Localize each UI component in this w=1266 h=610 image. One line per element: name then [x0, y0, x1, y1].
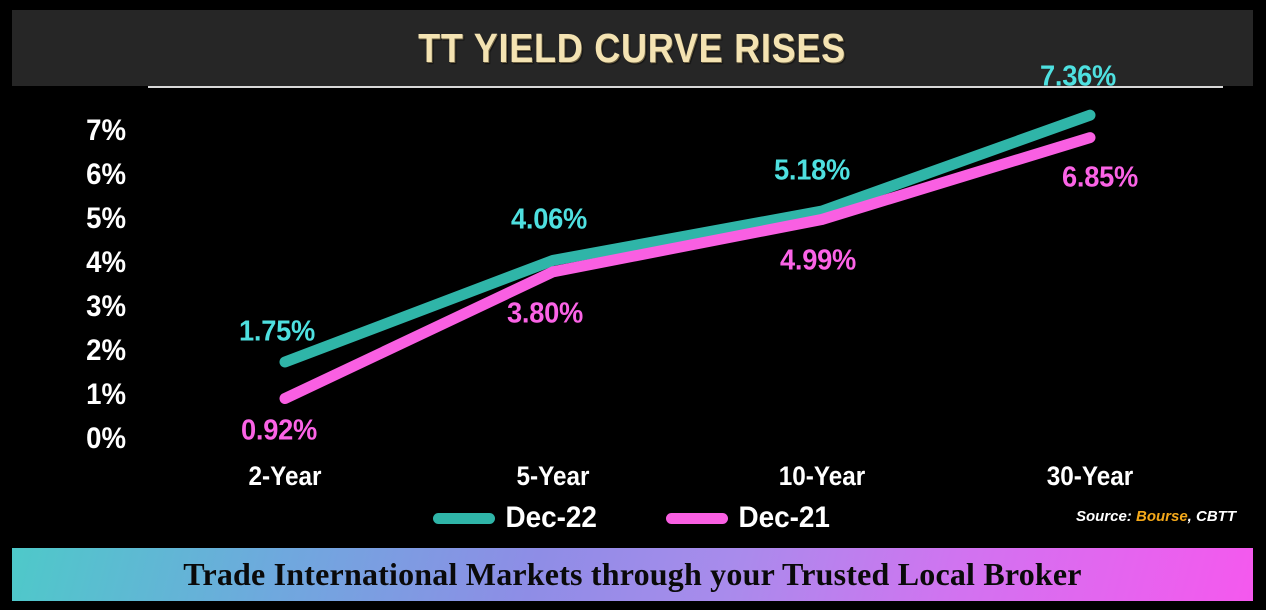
legend-item-dec-21[interactable]: Dec-21 [666, 501, 833, 535]
page-title: TT YIELD CURVE RISES [418, 24, 847, 71]
promo-banner-text: Trade International Markets through your… [183, 556, 1082, 592]
data-label: 3.80% [507, 297, 583, 330]
series-line-dec-21 [279, 132, 1096, 405]
promo-banner: Trade International Markets through your… [12, 548, 1253, 601]
legend-item-dec-22[interactable]: Dec-22 [432, 501, 600, 535]
data-label: 4.99% [780, 244, 856, 277]
y-axis-tick: 5% [86, 202, 126, 235]
series-line-dec-22 [279, 109, 1096, 368]
title-banner: TT YIELD CURVE RISES [12, 10, 1253, 86]
legend-label: Dec-21 [738, 501, 830, 534]
x-axis-tick: 10-Year [778, 461, 866, 491]
series-lines [279, 109, 1096, 405]
x-axis-tick: 5-Year [516, 461, 590, 491]
legend-label: Dec-22 [505, 501, 597, 534]
y-axis-tick: 4% [86, 246, 126, 279]
y-axis-tick: 1% [86, 378, 126, 411]
data-label: 1.75% [239, 315, 315, 348]
x-axis-tick: 30-Year [1046, 461, 1134, 491]
y-axis-tick: 7% [86, 114, 126, 147]
x-axis-tick: 2-Year [248, 461, 322, 491]
legend-swatch-icon [432, 512, 495, 524]
y-axis-tick: 2% [86, 334, 126, 367]
x-axis-line [148, 86, 1223, 88]
data-label: 6.85% [1062, 161, 1138, 194]
source-suffix: , CBTT [1187, 508, 1236, 525]
chart-legend: Dec-22 Dec-21 [0, 498, 1266, 538]
source-note: Source: Bourse, CBTT [1076, 508, 1236, 525]
data-label: 5.18% [774, 154, 850, 187]
source-highlight: Bourse [1135, 508, 1188, 525]
y-axis-tick: 0% [86, 422, 126, 455]
data-label: 0.92% [241, 414, 317, 447]
legend-swatch-icon [666, 512, 728, 524]
source-prefix: Source: [1075, 508, 1132, 525]
data-label: 4.06% [511, 203, 587, 236]
y-axis-tick: 6% [86, 158, 126, 191]
data-label: 7.36% [1040, 60, 1116, 93]
y-axis-tick: 3% [86, 290, 126, 323]
plot-area: 0% 1% 2% 3% 4% 5% 6% 7% 2-Year 5-Year 10-Year 30-Y… [0, 61, 1266, 546]
